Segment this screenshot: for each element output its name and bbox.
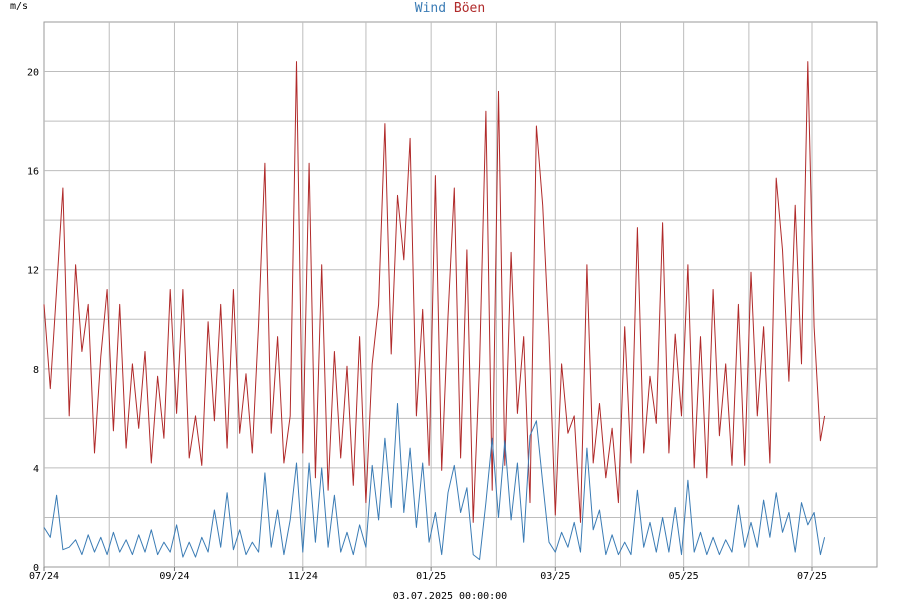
- x-tick-label: 09/24: [159, 571, 189, 582]
- grid: [44, 22, 877, 567]
- y-axis-unit-label: m/s: [10, 1, 28, 12]
- series-line-gust: [43, 61, 826, 523]
- series-line-wind: [43, 403, 826, 561]
- x-tick-label: 07/25: [797, 571, 827, 582]
- chart-title: Wind Böen: [415, 1, 485, 16]
- y-tick-label: 0: [33, 563, 39, 574]
- y-tick-label: 20: [27, 68, 39, 79]
- y-tick-label: 8: [33, 365, 39, 376]
- footer-timestamp: 03.07.2025 00:00:00: [393, 591, 507, 600]
- title-wind: Wind: [415, 1, 446, 16]
- x-tick-label: 01/25: [416, 571, 446, 582]
- y-tick-label: 16: [27, 167, 39, 178]
- y-tick-label: 4: [33, 464, 39, 475]
- x-tick-label: 03/25: [540, 571, 570, 582]
- y-axis-ticks: 0 4 8 12 16 20: [27, 68, 39, 574]
- x-axis-ticks: 07/24 09/24 11/24 01/25 03/25 05/25 07/25: [29, 567, 827, 582]
- x-tick-label: 07/24: [29, 571, 59, 582]
- x-tick-label: 05/25: [669, 571, 699, 582]
- plot-area: [43, 21, 878, 568]
- series-lines: [43, 61, 826, 561]
- y-tick-label: 12: [27, 266, 39, 277]
- x-tick-label: 11/24: [288, 571, 318, 582]
- title-gust: Böen: [454, 1, 485, 16]
